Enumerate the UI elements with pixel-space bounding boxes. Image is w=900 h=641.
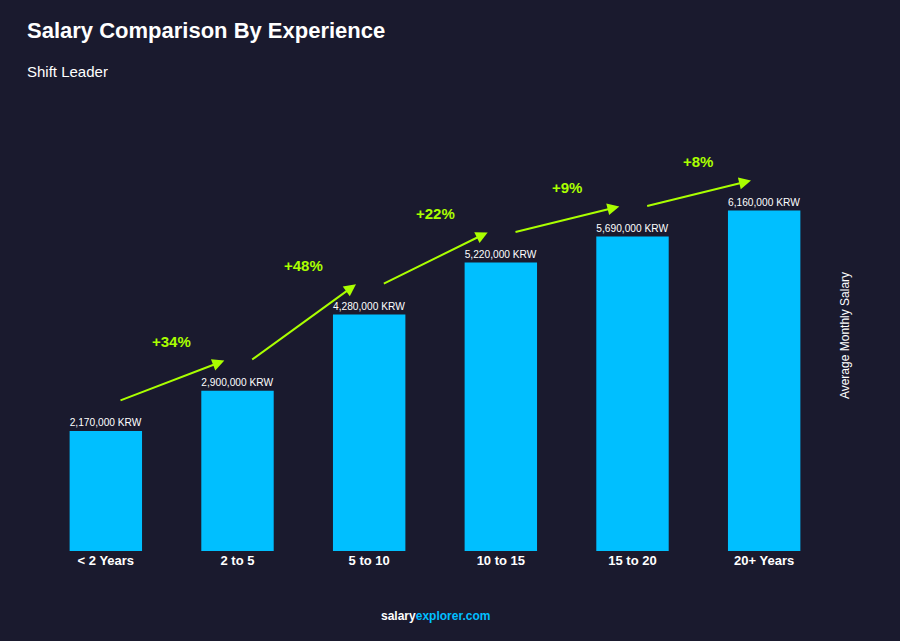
svg-text:5,220,000 KRW: 5,220,000 KRW bbox=[465, 249, 537, 260]
svg-text:4,280,000 KRW: 4,280,000 KRW bbox=[333, 301, 405, 312]
svg-text:20+ Years: 20+ Years bbox=[734, 553, 794, 568]
svg-text:+9%: +9% bbox=[552, 179, 582, 196]
svg-text:5 to 10: 5 to 10 bbox=[349, 553, 390, 568]
svg-text:2,170,000 KRW: 2,170,000 KRW bbox=[70, 417, 142, 428]
svg-text:6,160,000 KRW: 6,160,000 KRW bbox=[728, 197, 800, 208]
svg-text:Shift Leader: Shift Leader bbox=[27, 63, 108, 80]
svg-text:salaryexplorer.com: salaryexplorer.com bbox=[381, 609, 490, 623]
svg-text:+48%: +48% bbox=[284, 257, 323, 274]
svg-text:Salary Comparison By Experienc: Salary Comparison By Experience bbox=[27, 18, 385, 43]
svg-text:5,690,000 KRW: 5,690,000 KRW bbox=[596, 223, 668, 234]
svg-text:+8%: +8% bbox=[683, 153, 713, 170]
svg-text:2 to 5: 2 to 5 bbox=[221, 553, 255, 568]
svg-text:2,900,000 KRW: 2,900,000 KRW bbox=[201, 377, 273, 388]
svg-text:+22%: +22% bbox=[416, 205, 455, 222]
svg-text:10 to 15: 10 to 15 bbox=[477, 553, 525, 568]
svg-text:+34%: +34% bbox=[152, 333, 191, 350]
svg-text:Average Monthly Salary: Average Monthly Salary bbox=[838, 272, 852, 399]
svg-text:15 to 20: 15 to 20 bbox=[608, 553, 656, 568]
svg-text:< 2 Years: < 2 Years bbox=[78, 553, 135, 568]
